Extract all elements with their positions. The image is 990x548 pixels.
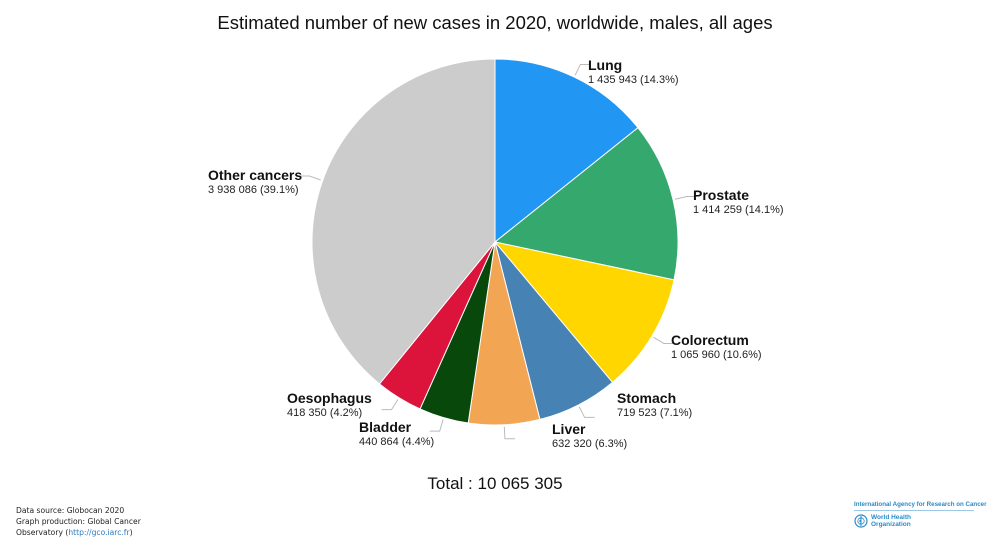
data-source: Data source: Globocan 2020 [16,506,125,515]
label-prostate: Prostate 1 414 259 (14.1%) [693,187,784,217]
leader-line [574,63,591,76]
iarc-logo: International Agency for Research on Can… [854,501,987,511]
graph-production: Graph production: Global Cancer [16,517,141,526]
label-oesophagus: Oesophagus 418 350 (4.2%) [287,390,372,420]
leader-line [503,426,515,440]
leader-line [653,336,674,344]
pie-slice-other-cancers [311,58,496,385]
pie-slices [311,58,679,426]
logos: International Agency for Research on Can… [854,501,987,528]
leader-lines [299,63,697,440]
label-colorectum: Colorectum 1 065 960 (10.6%) [671,332,762,362]
total-label: Total : 10 065 305 [427,474,563,493]
label-bladder: Bladder 440 864 (4.4%) [359,419,435,449]
observatory-line: Observatory (http://gco.iarc.fr) [16,528,133,537]
pie-slice-lung [494,58,639,244]
label-stomach: Stomach 719 523 (7.1%) [617,390,693,420]
pie-slice-prostate [493,127,679,281]
who-emblem-icon [854,514,868,528]
pie-slice-colorectum [493,241,675,384]
leader-line [381,399,399,411]
leader-line [429,419,444,432]
label-liver: Liver 632 320 (6.3%) [552,421,628,451]
footer-credits: Data source: Globocan 2020 Graph product… [16,505,141,538]
chart-title: Estimated number of new cases in 2020, w… [217,12,773,33]
label-lung: Lung 1 435 943 (14.3%) [588,57,679,87]
gco-link[interactable]: http://gco.iarc.fr [68,528,130,537]
leader-line [299,175,321,181]
leader-line [674,196,697,200]
label-other-cancers: Other cancers 3 938 086 (39.1%) [208,167,303,197]
leader-line [578,406,595,418]
who-logo: World Health Organization [854,514,974,528]
